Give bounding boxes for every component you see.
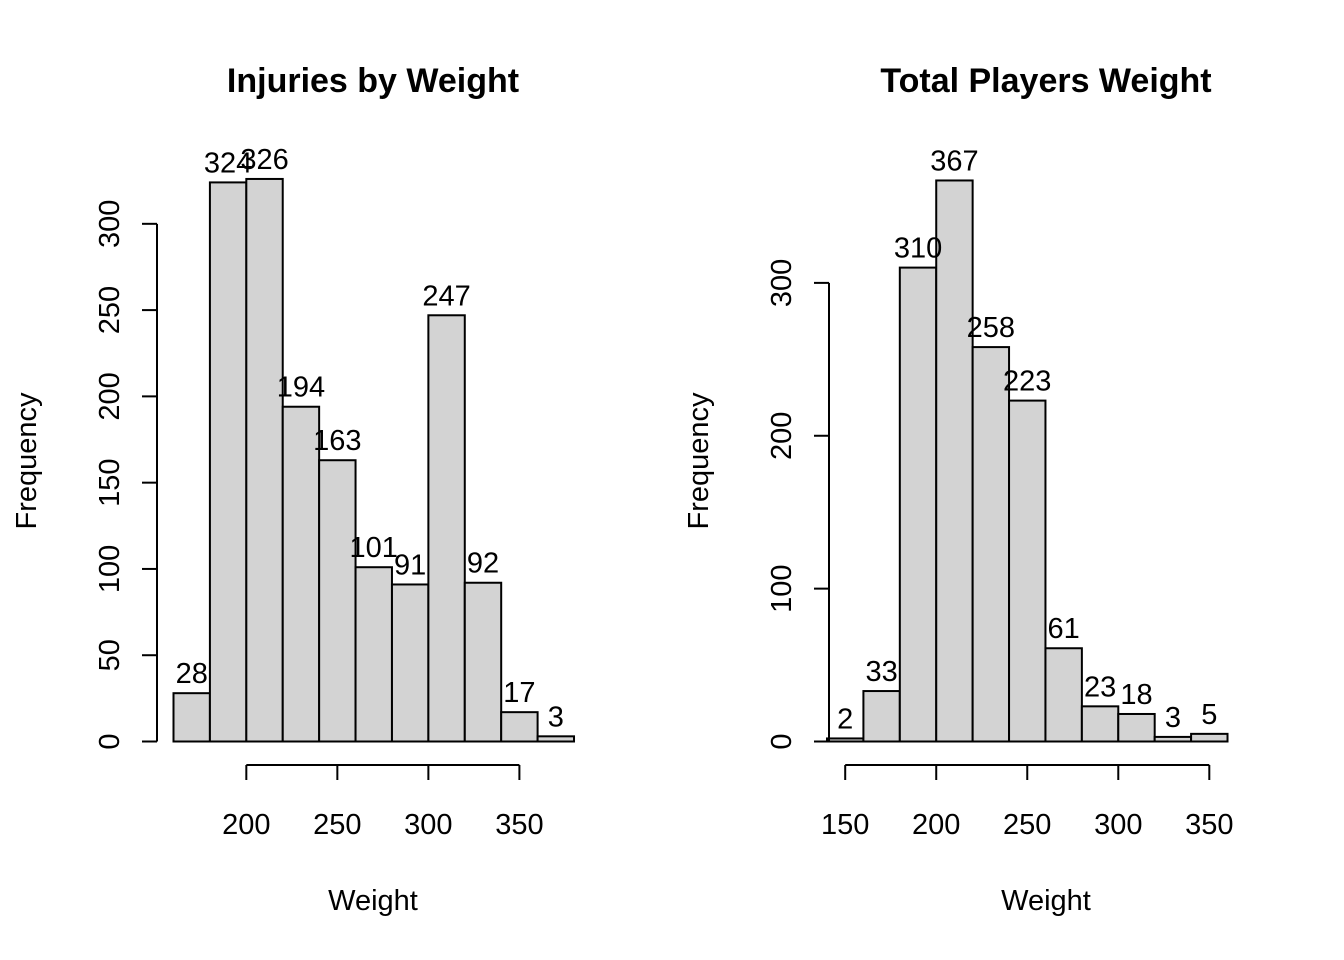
x-tick-label: 200 [912, 809, 960, 841]
bar [1080, 705, 1120, 743]
x-tick-label: 300 [1094, 809, 1142, 841]
bar-value-label: 367 [930, 145, 978, 177]
injuries-by-weight-chart: Injuries by Weight Weight Frequency 2832… [11, 62, 576, 917]
y-axis: 0 50 100 150 200 250 300 [94, 200, 158, 750]
bar-value-label: 28 [176, 658, 208, 690]
bar [935, 179, 974, 743]
bar [172, 692, 211, 743]
x-axis-label: Weight [1001, 885, 1091, 917]
bar [1044, 647, 1083, 743]
y-tick-label: 0 [94, 733, 126, 749]
bar [1190, 732, 1229, 743]
bar-value-label: 5 [1201, 699, 1217, 731]
y-axis: 0 100 200 300 [766, 259, 830, 750]
bar [1117, 712, 1156, 743]
y-tick-label: 50 [94, 639, 126, 671]
bar [826, 737, 865, 743]
bar-value-label: 326 [240, 144, 288, 176]
y-tick-label: 250 [94, 286, 126, 334]
bar-value-label: 223 [1003, 366, 1051, 398]
bar-value-label: 92 [467, 548, 499, 580]
y-tick-label: 150 [94, 458, 126, 506]
bar [390, 583, 430, 743]
x-axis: 150 200 250 300 350 [821, 764, 1234, 841]
bar [354, 566, 393, 743]
bars [826, 179, 1229, 743]
y-axis-label: Frequency [683, 392, 715, 530]
x-tick-label: 350 [1185, 809, 1233, 841]
x-tick-label: 250 [313, 809, 361, 841]
bar [245, 177, 284, 743]
y-tick-label: 0 [766, 733, 798, 749]
bar-value-label: 17 [503, 677, 535, 709]
bar-value-label: 2 [837, 703, 853, 735]
bar [1008, 399, 1047, 743]
chart-title: Total Players Weight [880, 62, 1211, 100]
bar-value-label: 61 [1048, 613, 1080, 645]
y-tick-label: 200 [94, 372, 126, 420]
bars [172, 177, 576, 743]
bar-value-label: 101 [350, 532, 398, 564]
bar [318, 459, 357, 743]
bar-value-label: 258 [967, 312, 1015, 344]
x-tick-label: 350 [495, 809, 543, 841]
y-axis-label: Frequency [11, 392, 43, 530]
bar [208, 181, 248, 743]
y-tick-label: 300 [766, 259, 798, 307]
bar [971, 346, 1011, 743]
bar-value-label: 163 [313, 425, 361, 457]
x-tick-label: 200 [222, 809, 270, 841]
y-tick-label: 300 [94, 200, 126, 248]
bar [427, 314, 466, 743]
bar [862, 690, 901, 743]
bar [898, 266, 938, 743]
bar-value-label: 33 [865, 656, 897, 688]
bar-value-label: 91 [394, 549, 426, 581]
y-tick-label: 100 [94, 545, 126, 593]
bar [1153, 735, 1193, 743]
bar [463, 581, 503, 743]
bar-value-label: 23 [1084, 671, 1116, 703]
x-axis-label: Weight [328, 885, 418, 917]
bar-value-label: 247 [422, 280, 470, 312]
bar-value-label: 310 [894, 233, 942, 265]
bar-value-label: 18 [1120, 679, 1152, 711]
chart-title: Injuries by Weight [227, 62, 519, 100]
y-tick-label: 100 [766, 564, 798, 612]
bar-value-label: 3 [1165, 702, 1181, 734]
total-players-weight-chart: Total Players Weight Weight Frequency 23… [683, 62, 1234, 917]
bar [281, 405, 321, 743]
bar-value-label: 194 [277, 372, 325, 404]
bar-value-label: 324 [204, 147, 252, 179]
x-tick-label: 250 [1003, 809, 1051, 841]
x-tick-label: 300 [404, 809, 452, 841]
y-tick-label: 200 [766, 412, 798, 460]
bar [536, 735, 576, 743]
x-axis: 200 250 300 350 [222, 764, 544, 841]
bar [500, 711, 539, 743]
x-tick-label: 150 [821, 809, 869, 841]
bar-value-label: 3 [548, 701, 564, 733]
